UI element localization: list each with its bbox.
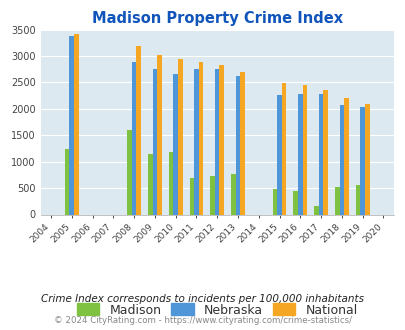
Legend: Madison, Nebraska, National: Madison, Nebraska, National <box>72 298 362 322</box>
Bar <box>74 34 79 214</box>
Bar <box>297 94 302 214</box>
Bar <box>127 130 132 214</box>
Bar <box>214 69 219 214</box>
Bar <box>360 107 364 214</box>
Bar <box>272 189 277 214</box>
Title: Madison Property Crime Index: Madison Property Crime Index <box>92 11 342 26</box>
Bar <box>210 176 214 214</box>
Text: © 2024 CityRating.com - https://www.cityrating.com/crime-statistics/: © 2024 CityRating.com - https://www.city… <box>54 316 351 325</box>
Bar <box>318 94 323 214</box>
Bar <box>230 174 235 214</box>
Bar <box>157 54 161 214</box>
Bar <box>339 105 343 214</box>
Bar <box>173 74 177 214</box>
Bar <box>364 104 369 214</box>
Bar <box>152 69 157 214</box>
Bar <box>334 186 339 214</box>
Bar <box>240 72 244 215</box>
Bar <box>293 191 297 214</box>
Bar <box>302 84 307 214</box>
Bar <box>177 59 182 215</box>
Bar <box>136 46 141 214</box>
Bar <box>168 152 173 214</box>
Bar <box>194 69 198 214</box>
Bar <box>148 154 152 214</box>
Text: Crime Index corresponds to incidents per 100,000 inhabitants: Crime Index corresponds to incidents per… <box>41 294 364 304</box>
Bar <box>277 95 281 214</box>
Bar <box>198 62 203 214</box>
Bar <box>132 62 136 214</box>
Bar <box>281 83 286 214</box>
Bar <box>313 206 318 214</box>
Bar <box>65 148 69 214</box>
Bar <box>219 65 224 214</box>
Bar <box>323 90 327 214</box>
Bar <box>235 76 240 214</box>
Bar <box>343 98 348 214</box>
Bar <box>355 185 360 214</box>
Bar <box>189 178 194 214</box>
Bar <box>69 36 74 214</box>
